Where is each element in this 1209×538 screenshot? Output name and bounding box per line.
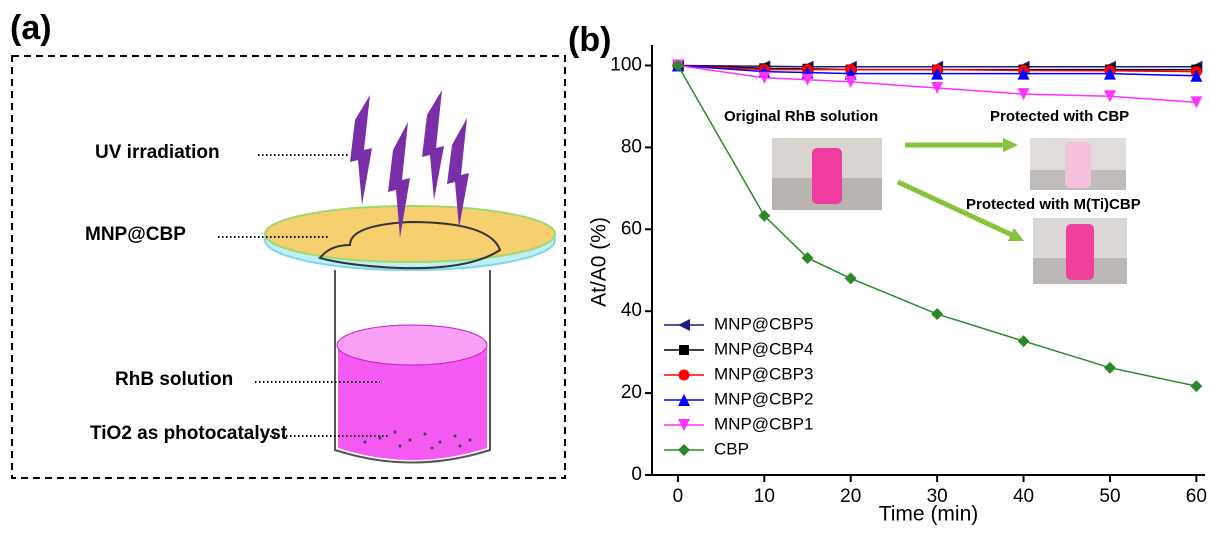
y-tick-label: 20 — [621, 382, 642, 403]
marker — [1190, 380, 1202, 392]
arrow — [898, 138, 1024, 241]
y-tick-label: 80 — [621, 136, 642, 157]
marker — [1104, 362, 1116, 374]
legend-marker — [678, 319, 690, 331]
figure: (a) UV irradiation MNP@CBP RhB solution … — [0, 0, 1209, 538]
legend-label: MNP@CBP4 — [714, 339, 813, 358]
x-tick-label: 10 — [754, 486, 775, 507]
panel-label: (b) — [568, 21, 611, 59]
x-tick-label: 30 — [927, 486, 948, 507]
panel-label: (a) — [10, 9, 52, 47]
label: UV irradiation — [95, 142, 220, 163]
beaker — [335, 270, 490, 463]
legend-label: MNP@CBP1 — [714, 414, 813, 433]
photo — [1033, 218, 1127, 284]
marker — [1018, 335, 1030, 347]
y-tick-label: 60 — [621, 218, 642, 239]
marker — [845, 272, 857, 284]
legend-label: CBP — [714, 439, 749, 458]
legend-label: MNP@CBP2 — [714, 389, 813, 408]
label: TiO2 as photocatalyst — [90, 423, 288, 444]
y-tick-label: 0 — [631, 464, 642, 485]
x-tick-label: 60 — [1186, 486, 1207, 507]
legend-marker — [679, 370, 690, 381]
x-tick-label: 50 — [1099, 486, 1120, 507]
legend-marker — [679, 345, 689, 355]
x-tick-label: 0 — [673, 486, 684, 507]
y-tick-label: 100 — [610, 54, 642, 75]
label: RhB solution — [115, 369, 233, 390]
annotation: Protected with M(Ti)CBP — [966, 196, 1141, 213]
x-tick-label: 40 — [1013, 486, 1034, 507]
photo — [772, 138, 882, 210]
photo — [1030, 138, 1126, 190]
annotation: Protected with CBP — [990, 108, 1129, 125]
legend-marker — [678, 444, 690, 456]
annotation: Original RhB solution — [724, 108, 878, 125]
label: MNP@CBP — [85, 224, 186, 245]
y-tick-label: 40 — [621, 300, 642, 321]
marker — [931, 308, 943, 320]
dish — [265, 206, 555, 270]
legend-label: MNP@CBP5 — [714, 314, 813, 333]
y-axis-title: At/A0 (%) — [588, 217, 611, 307]
legend-label: MNP@CBP3 — [714, 364, 813, 383]
x-tick-label: 20 — [840, 486, 861, 507]
